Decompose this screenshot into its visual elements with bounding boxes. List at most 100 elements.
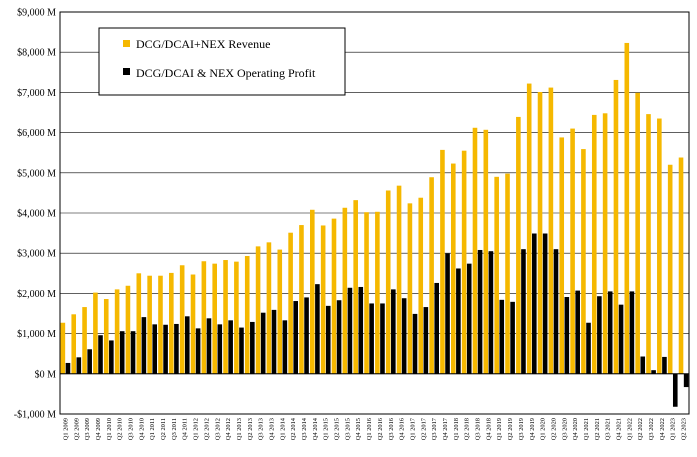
x-tick-label: Q3 2022 [648,418,655,440]
x-tick-label: Q1 2021 [583,418,590,440]
operating-profit-bar [347,287,353,374]
x-tick-label: Q4 2013 [268,418,275,440]
revenue-bar [646,114,651,374]
operating-profit-bar [662,356,667,374]
x-tick-label: Q2 2009 [73,418,80,440]
operating-profit-bar [532,233,537,374]
operating-profit-bar [98,335,103,374]
operating-profit-bar [325,305,331,374]
x-tick-label: Q2 2023 [681,418,688,440]
y-tick-label: -$1,000 M [14,410,56,421]
operating-profit-bar [412,313,418,374]
operating-profit-bar [466,263,472,374]
x-tick-label: Q3 2018 [475,418,482,440]
x-tick-label: Q3 2010 [127,418,134,440]
x-tick-label: Q3 2011 [171,418,178,440]
x-tick-label: Q1 2009 [62,418,69,440]
revenue-bar [310,209,315,374]
x-tick-label: Q2 2014 [290,417,297,440]
revenue-bar [396,185,402,374]
revenue-bar [158,275,163,374]
legend-box [98,27,346,96]
revenue-bar [537,92,543,374]
x-tick-label: Q3 2013 [258,418,265,440]
operating-profit-bar [282,320,288,374]
x-tick-label: Q1 2010 [106,418,113,440]
operating-profit-bar [315,284,320,374]
operating-profit-bar [152,324,158,374]
revenue-bar [103,299,109,374]
operating-profit-bar [683,373,689,388]
x-tick-label: Q4 2011 [182,418,189,440]
operating-profit-bar [304,297,309,374]
operating-profit-bar [217,324,223,374]
x-tick-label: Q3 2020 [561,418,568,440]
operating-profit-bar [597,296,602,374]
x-tick-label: Q1 2013 [236,418,243,440]
x-tick-label: Q1 2022 [626,418,633,440]
legend-swatch-revenue [123,40,130,47]
x-tick-label: Q2 2010 [117,418,124,440]
x-axis-tick-labels: Q1 2009 Q2 2009 Q3 2009 Q4 2009 Q1 2010 Q2 20… [62,417,687,440]
revenue-bar [353,200,358,374]
operating-profit-bar [336,300,342,374]
revenue-bar [418,197,424,374]
x-tick-label: Q1 2011 [149,418,156,440]
revenue-bar [136,273,142,374]
x-tick-label: Q2 2015 [334,418,341,440]
x-tick-label: Q1 2012 [193,418,200,440]
operating-profit-bar [629,291,635,374]
revenue-bar [461,150,467,374]
revenue-bar [234,261,239,374]
x-tick-label: Q3 2015 [344,418,351,440]
revenue-bar [212,263,217,374]
revenue-bar [581,149,586,374]
operating-profit-bar [401,298,407,374]
x-tick-label: Q1 2020 [540,418,547,440]
x-tick-label: Q3 2019 [518,418,525,440]
x-tick-label: Q3 2016 [388,418,395,440]
revenue-bar [331,218,337,374]
operating-profit-bar [434,282,439,374]
revenue-bar [190,274,196,374]
operating-profit-bar [119,331,125,374]
operating-profit-bar [445,253,450,374]
revenue-bar [472,127,478,374]
revenue-bar [114,289,120,374]
revenue-bar [494,176,499,374]
revenue-bar [613,79,619,374]
revenue-bar [559,137,565,374]
x-tick-label: Q3 2009 [84,418,91,440]
x-tick-label: Q1 2019 [496,418,503,440]
revenue-bar [342,207,348,374]
operating-profit-bar [423,307,429,374]
revenue-bar [548,87,554,374]
legend-label-revenue: DCG/DCAI+NEX Revenue [136,37,270,51]
revenue-bar [364,212,369,374]
operating-profit-bar [174,323,179,374]
revenue-bar [667,164,673,374]
x-tick-label: Q4 2009 [95,418,102,440]
revenue-bar [255,246,261,374]
operating-profit-bar [477,249,483,374]
revenue-bar [244,256,250,374]
operating-profit-bar [672,373,678,407]
revenue-bar [657,118,662,374]
y-tick-label: $0 M [35,369,57,380]
operating-profit-bar [293,301,299,374]
revenue-bar [440,149,445,374]
y-tick-label: $7,000 M [17,88,56,99]
y-tick-label: $4,000 M [17,209,56,220]
revenue-bar [288,232,293,374]
operating-profit-bar [575,290,580,374]
y-tick-label: $1,000 M [17,329,56,340]
operating-profit-bar [521,249,526,374]
revenue-bar [277,249,283,374]
revenue-bar [60,322,66,374]
revenue-bar [570,128,575,374]
operating-profit-bar [271,309,277,374]
bars [60,42,689,407]
revenue-bar [624,42,630,374]
revenue-bar [125,285,131,374]
